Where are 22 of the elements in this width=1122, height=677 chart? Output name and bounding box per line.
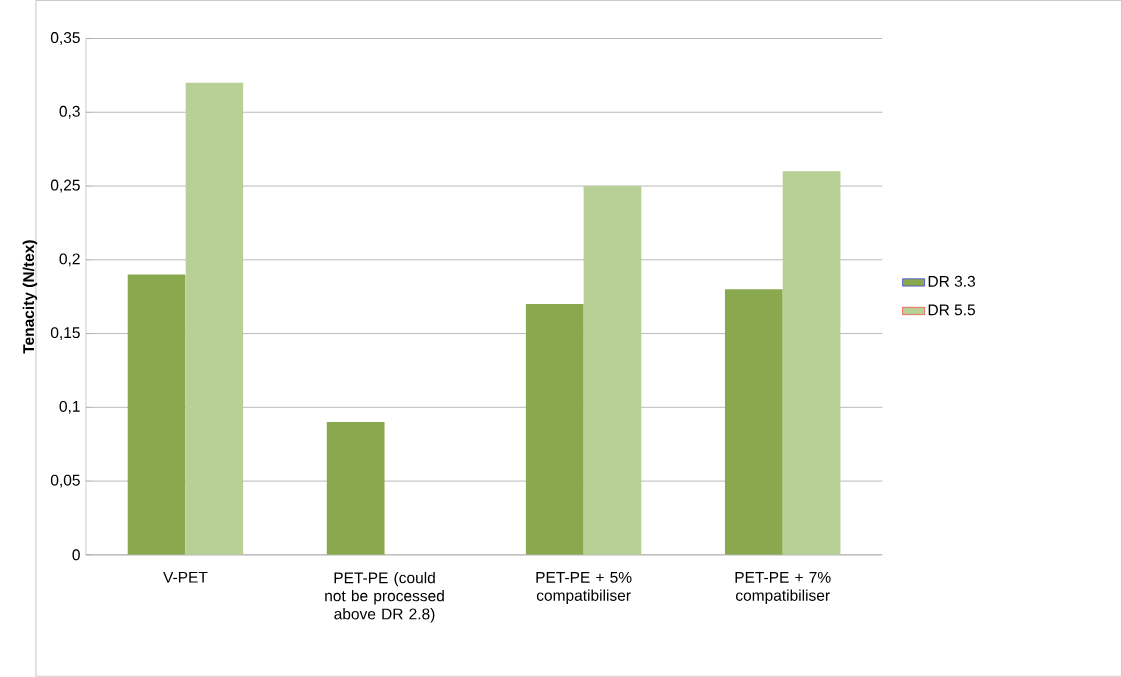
- x-tick-label: PET-PE (could not be processed above DR 2.8): [325, 572, 444, 623]
- bar: [127, 274, 186, 556]
- x-tick-label: PET-PE + 5% compatibiliser: [536, 572, 632, 605]
- y-tick-label: 0,2: [59, 253, 80, 267]
- y-tick-label: 0,1: [59, 401, 80, 414]
- y-tick-label: 0,3: [59, 106, 80, 119]
- y-tick-label: 0,35: [50, 32, 80, 46]
- bar: [326, 422, 385, 556]
- y-tick-label: 0,25: [50, 179, 80, 193]
- y-axis-title: Tenacity (N/tex): [22, 240, 38, 354]
- bar: [724, 289, 783, 556]
- legend-label: DR 5.5: [928, 304, 976, 316]
- x-tick-label: PET-PE + 7% compatibiliser: [735, 572, 831, 605]
- y-tick-label: 0: [72, 549, 80, 561]
- y-tick-label: 0,05: [50, 474, 80, 488]
- y-tick-label: 0,15: [50, 327, 80, 341]
- x-tick-label: V-PET: [163, 572, 208, 583]
- bar: [782, 171, 841, 556]
- bar: [583, 186, 642, 556]
- legend-label: DR 3.3: [928, 276, 975, 287]
- bar: [185, 82, 244, 556]
- bar: [525, 304, 584, 556]
